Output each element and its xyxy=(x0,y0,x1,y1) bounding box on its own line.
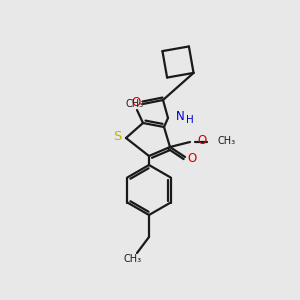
Text: O: O xyxy=(188,152,196,164)
Text: N: N xyxy=(176,110,185,124)
Text: O: O xyxy=(197,134,206,148)
Text: O: O xyxy=(131,97,141,110)
Text: CH₃: CH₃ xyxy=(124,254,142,264)
Text: CH₃: CH₃ xyxy=(126,99,144,109)
Text: S: S xyxy=(113,130,121,142)
Text: CH₃: CH₃ xyxy=(217,136,235,146)
Text: H: H xyxy=(186,115,194,125)
